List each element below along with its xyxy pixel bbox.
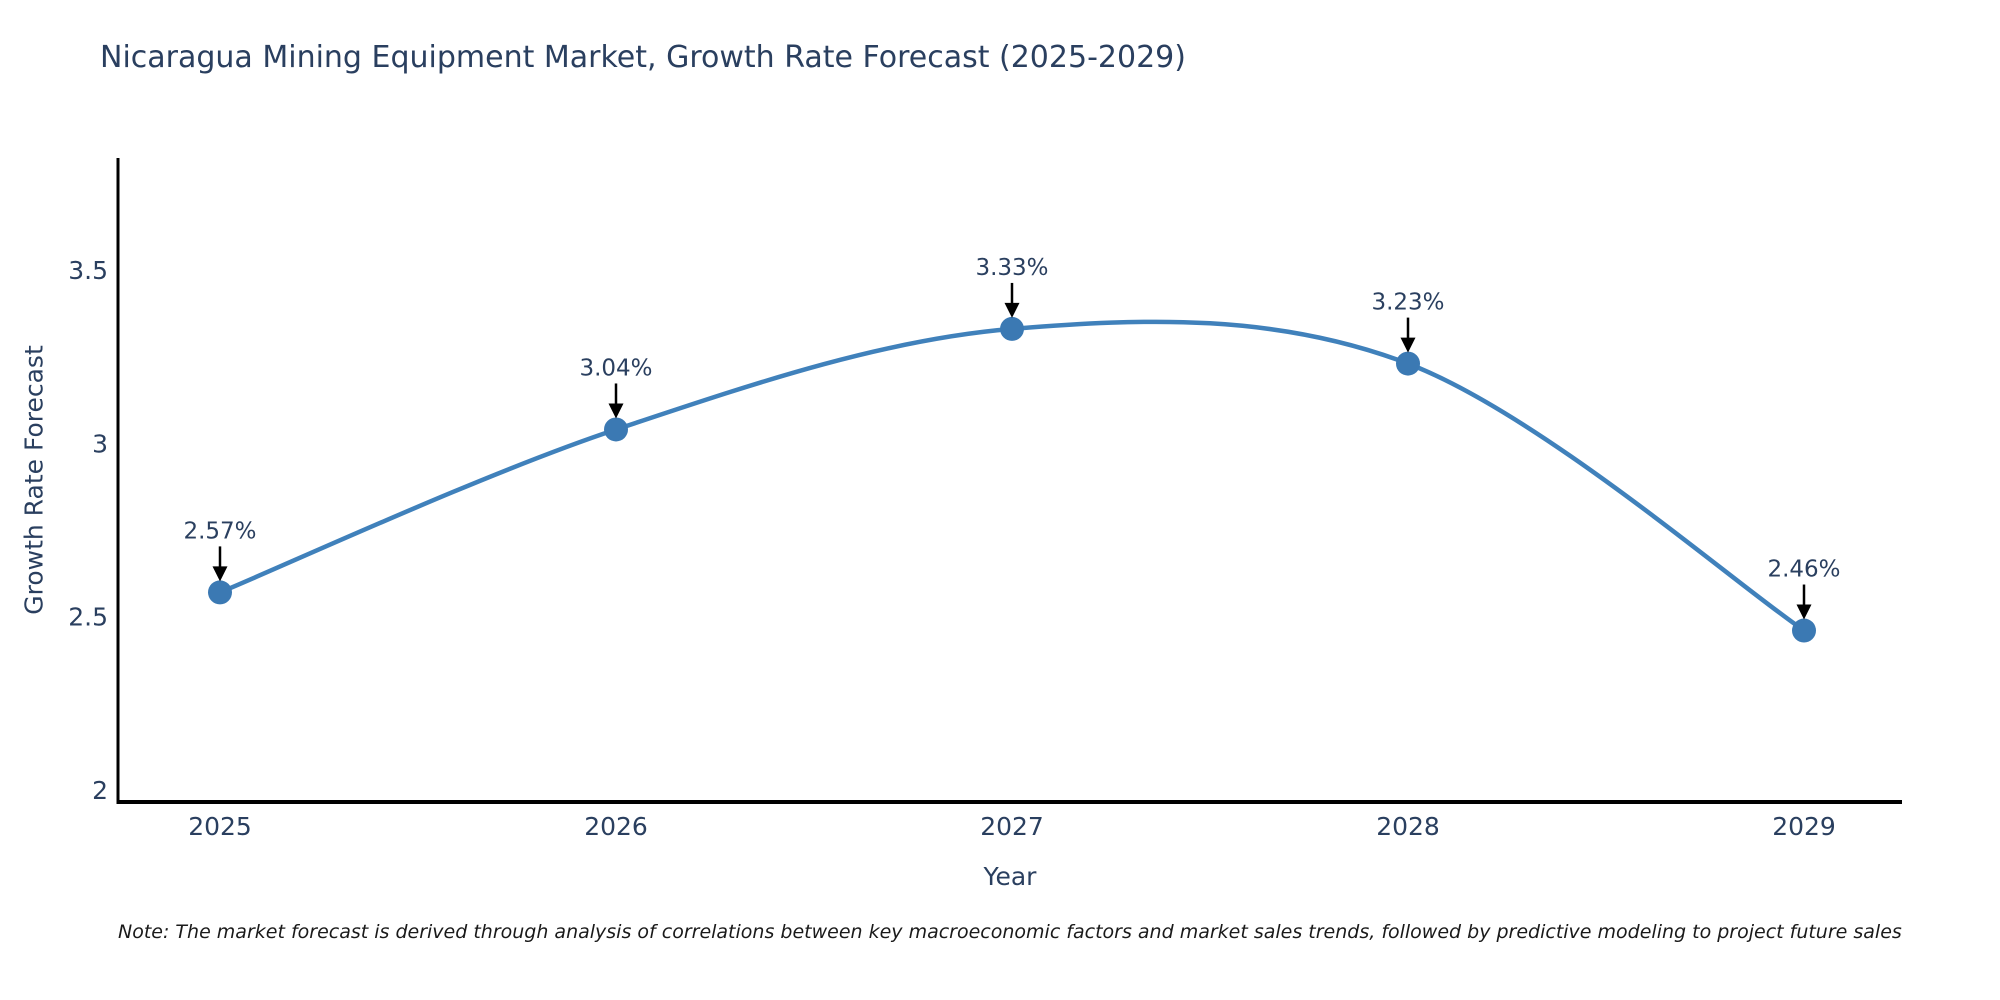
x-axis-title: Year: [983, 862, 1037, 891]
annotation-label: 3.23%: [1371, 290, 1444, 316]
annotation-label: 2.46%: [1767, 557, 1840, 583]
y-tick-label: 2.5: [68, 603, 108, 632]
x-tick-label: 2029: [1772, 812, 1836, 841]
annotation-arrowhead: [1796, 604, 1812, 620]
x-tick-label: 2025: [188, 812, 252, 841]
x-tick-label: 2027: [980, 812, 1044, 841]
x-tick-label: 2028: [1376, 812, 1440, 841]
annotation-arrowhead: [608, 403, 624, 419]
y-tick-label: 3: [92, 429, 108, 458]
data-point-marker[interactable]: [208, 580, 232, 605]
y-tick-label: 3.5: [68, 256, 108, 285]
data-point-marker[interactable]: [1000, 316, 1024, 341]
x-tick-label: 2026: [584, 812, 648, 841]
data-point-marker[interactable]: [1396, 351, 1420, 376]
annotation-label: 3.33%: [975, 255, 1048, 281]
trend-line: [217, 319, 1807, 633]
annotation-label: 3.04%: [579, 355, 652, 381]
annotation-arrowhead: [212, 566, 228, 582]
data-point-marker[interactable]: [1792, 618, 1816, 643]
chart-title: Nicaragua Mining Equipment Market, Growt…: [100, 40, 1186, 75]
data-point-marker[interactable]: [604, 417, 628, 442]
y-tick-label: 2: [92, 776, 108, 805]
annotation-arrowhead: [1004, 302, 1020, 318]
annotation-label: 2.57%: [183, 518, 256, 544]
annotation-arrowhead: [1400, 337, 1416, 353]
footnote: Note: The market forecast is derived thr…: [118, 921, 1902, 943]
